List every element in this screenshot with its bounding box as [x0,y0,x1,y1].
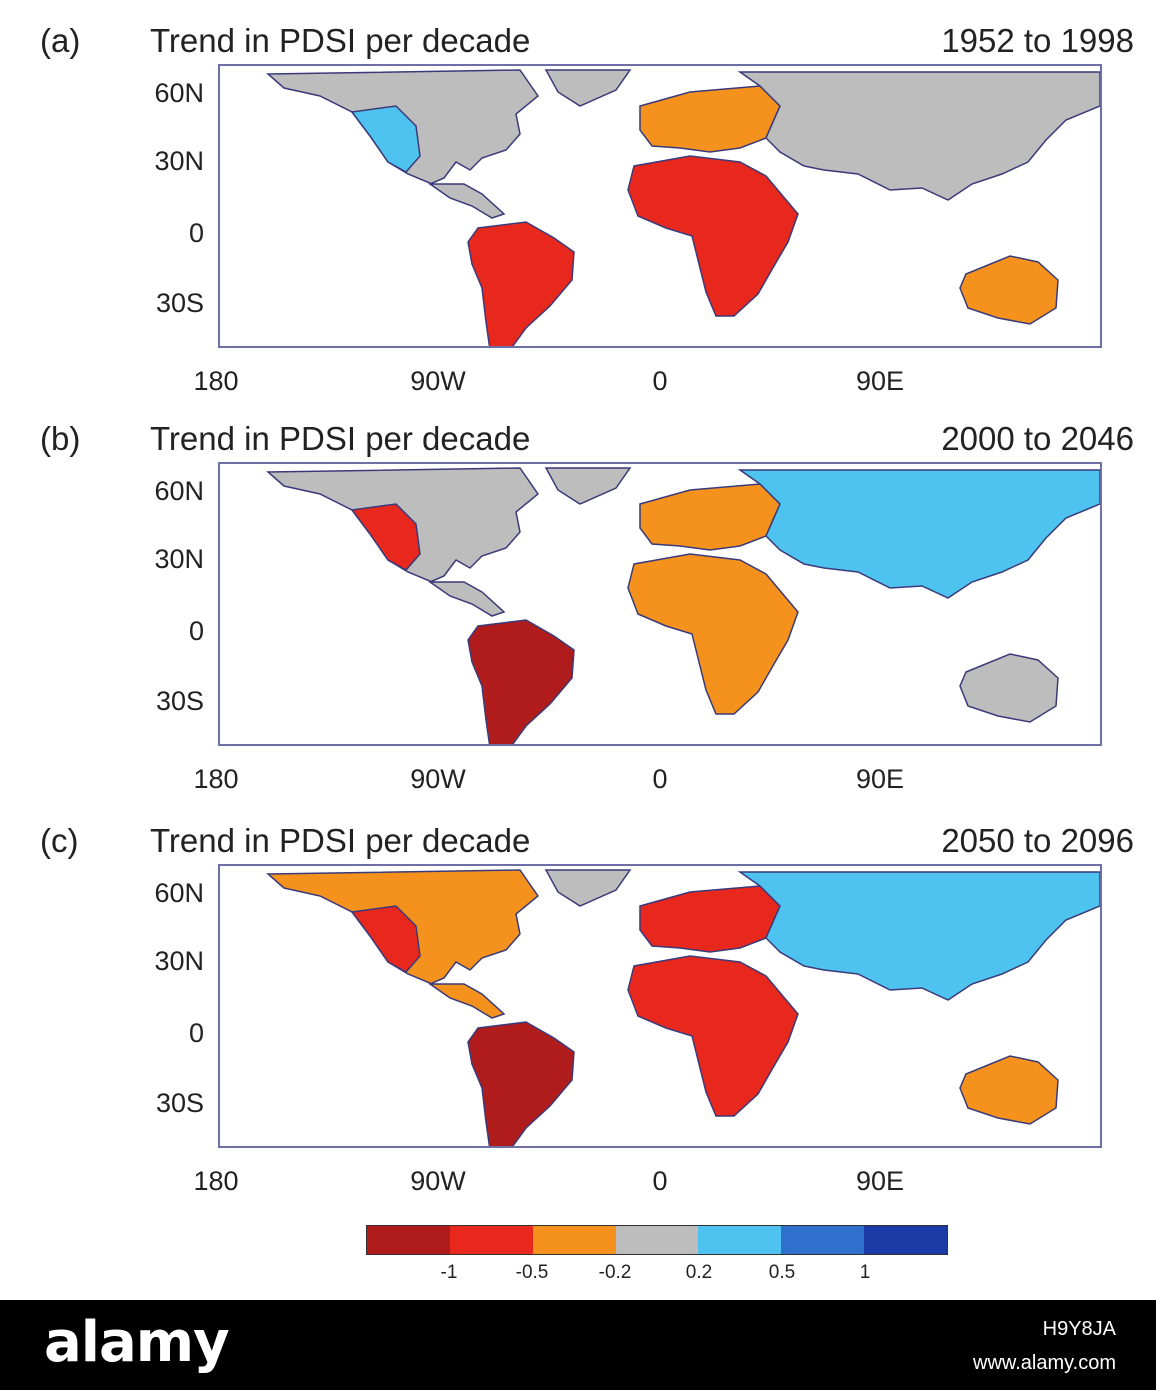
panel-a: (a) Trend in PDSI per decade 1952 to 199… [0,22,1156,432]
colorbar-swatch-4 [698,1226,782,1254]
colorbar-swatch-0 [367,1226,450,1254]
colorbar-swatch-1 [449,1226,533,1254]
panel-title: Trend in PDSI per decade [150,822,531,859]
lon-label-180: 180 [193,1166,239,1196]
region-western-na [350,905,421,973]
region-australia [959,653,1059,723]
panel-letter: (c) [40,822,79,859]
lon-label-0: 0 [652,1166,668,1196]
lat-label-30s: 30S [155,288,204,318]
region-asia [737,469,1100,599]
lon-label-90e: 90E [855,1166,905,1196]
region-europe [639,483,781,551]
lat-label-30n: 30N [154,946,204,976]
colorbar-tick: -0.2 [598,1262,632,1283]
lat-label-30n: 30N [154,544,204,574]
lon-label-0: 0 [652,366,668,396]
panel-letter: (b) [40,420,81,457]
lon-label-90e: 90E [855,366,905,396]
lon-label-90e: 90E [855,764,905,794]
region-south-america [467,221,575,346]
lon-label-90w: 90W [410,1166,466,1196]
world-map [218,64,1102,348]
lat-label-60n: 60N [154,78,204,108]
region-greenland [544,869,632,907]
lat-label-30s: 30S [155,686,204,716]
brand-logo: alamy [44,1310,230,1375]
colorbar-tick: 1 [859,1262,871,1283]
site-url: www.alamy.com [973,1352,1116,1374]
lon-label-90w: 90W [410,366,466,396]
lat-label-0: 0 [188,218,204,248]
region-europe [639,885,781,953]
region-asia [737,71,1100,201]
panel-letter: (a) [40,22,81,59]
region-western-na [350,105,421,173]
panel-title: Trend in PDSI per decade [150,420,531,457]
region-africa [627,553,799,715]
panel-period: 2000 to 2046 [941,420,1134,457]
region-south-america [467,1021,575,1146]
image-id: H9Y8JA [1042,1318,1116,1340]
world-map [218,864,1102,1148]
panel-b: (b) Trend in PDSI per decade 2000 to 204… [0,420,1156,830]
colorbar-swatch-6 [864,1226,948,1254]
lat-label-0: 0 [188,616,204,646]
panel-title: Trend in PDSI per decade [150,22,531,59]
lat-label-0: 0 [188,1018,204,1048]
lon-label-90w: 90W [410,764,466,794]
panel-period: 1952 to 1998 [941,22,1134,59]
colorbar-tick: -1 [440,1262,458,1283]
lon-label-0: 0 [652,764,668,794]
region-greenland [544,69,632,107]
colorbar-swatch-5 [781,1226,865,1254]
lon-label-180: 180 [193,764,239,794]
watermark-bar: alamy H9Y8JA www.alamy.com [0,1300,1156,1390]
colorbar-swatch-2 [532,1226,616,1254]
region-africa [627,955,799,1117]
map-svg [266,467,1100,744]
region-africa [627,155,799,317]
region-western-na [350,503,421,571]
colorbar-tick: -0.5 [515,1262,549,1283]
region-south-america [467,619,575,744]
world-map [218,462,1102,746]
region-asia [737,871,1100,1001]
colorbar-tick: 0.5 [768,1262,796,1283]
lat-label-30n: 30N [154,146,204,176]
region-australia [959,255,1059,325]
region-australia [959,1055,1059,1125]
colorbar [366,1225,948,1255]
map-svg [266,869,1100,1146]
panel-period: 2050 to 2096 [941,822,1134,859]
region-europe [639,85,781,153]
panel-c: (c) Trend in PDSI per decade 2050 to 209… [0,822,1156,1232]
lat-label-60n: 60N [154,878,204,908]
colorbar-swatch-3 [615,1226,699,1254]
lat-label-30s: 30S [155,1088,204,1118]
map-svg [266,69,1100,346]
colorbar-tick: 0.2 [685,1262,713,1283]
lat-label-60n: 60N [154,476,204,506]
lon-label-180: 180 [193,366,239,396]
region-greenland [544,467,632,505]
